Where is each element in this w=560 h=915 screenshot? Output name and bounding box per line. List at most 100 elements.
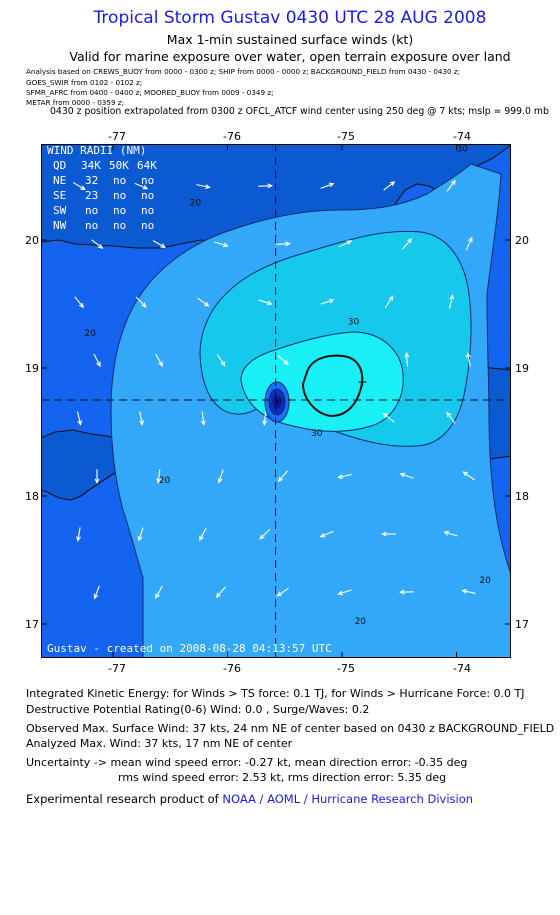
wind-vector-head	[443, 530, 450, 536]
wind-vector-head	[450, 179, 456, 186]
wind-vector	[448, 295, 454, 309]
wind-vector-head	[97, 243, 104, 249]
analysis-source-line: GOES_SWIR from 0102 - 0102 z;	[26, 78, 143, 87]
lon-tick-bottom: -76	[223, 662, 241, 675]
wind-vector	[463, 471, 475, 481]
wind-vector	[320, 530, 334, 538]
wind-vector	[383, 181, 395, 191]
wind-vector-head	[139, 420, 144, 426]
lon-tick-top: -76	[223, 130, 241, 143]
wind-vector-head	[262, 420, 268, 426]
wind-radii-col-64k: 64K	[137, 159, 157, 172]
product-credit: Experimental research product of NOAA / …	[26, 792, 473, 806]
wind-vector	[155, 353, 163, 367]
wind-radii-col-34k: 34K	[81, 159, 101, 172]
wind-vector	[138, 527, 144, 541]
hrd-link[interactable]: NOAA / AOML / Hurricane Research Divisio…	[222, 792, 474, 806]
wind-radii-value: no	[113, 189, 126, 202]
wind-vector	[77, 527, 81, 541]
dpr-line: Destructive Potential Rating(0-6) Wind: …	[26, 703, 370, 716]
wind-vector-head	[328, 298, 335, 304]
created-credit: Gustav - created on 2008-08-28 04:13:57 …	[47, 642, 332, 655]
wind-vector	[277, 355, 289, 365]
wind-vector-head	[276, 591, 282, 597]
wind-vector-head	[142, 184, 149, 190]
wind-vector-head	[461, 588, 467, 594]
lon-tick-bottom: -75	[337, 662, 355, 675]
wind-vector-head	[337, 474, 343, 480]
wind-vector	[446, 412, 456, 424]
contour-label: 30	[348, 317, 360, 327]
wind-vector	[155, 585, 163, 599]
wind-vector-head	[404, 351, 410, 358]
wind-vector-head	[77, 420, 83, 426]
wind-vector	[462, 590, 476, 594]
wind-vector-head	[205, 184, 211, 189]
wind-vector	[216, 586, 226, 598]
wind-vector	[446, 180, 456, 192]
wind-radii-value: no	[113, 174, 126, 187]
wind-vector	[214, 241, 228, 247]
wind-vector	[258, 185, 272, 187]
wind-vector-head	[155, 593, 160, 600]
wind-vector	[338, 473, 352, 479]
uncertainty-line-1: Uncertainty -> mean wind speed error: -0…	[26, 756, 468, 769]
wind-vector	[406, 353, 408, 367]
contour-label: 20	[479, 576, 491, 586]
wind-vector-head	[80, 185, 86, 191]
lat-tick-left: 18	[25, 490, 39, 503]
wind-vector-head	[380, 531, 387, 537]
storm-eye	[264, 381, 290, 423]
wind-vector	[201, 411, 205, 425]
wind-radii-value: no	[141, 219, 154, 232]
lat-tick-left: 20	[25, 234, 39, 247]
contour-label: 20	[190, 198, 202, 208]
product-prefix: Experimental research product of	[26, 792, 219, 806]
wind-vector	[277, 587, 289, 597]
storm-center-crosshair	[41, 144, 511, 658]
wind-vector	[218, 469, 224, 483]
wind-vector	[216, 354, 226, 366]
wind-vector	[276, 243, 290, 245]
wind-vector	[384, 296, 394, 308]
wind-vector-head	[467, 236, 473, 243]
wind-vector-head	[319, 532, 326, 538]
wind-vector	[157, 469, 161, 483]
wind-radii-title: WIND RADII (NM)	[47, 144, 146, 157]
wind-vector-head	[222, 242, 229, 248]
wind-radii-value: no	[141, 189, 154, 202]
contour-label: 30	[456, 145, 468, 155]
wind-radii-value: no	[113, 219, 126, 232]
contour-label: 20	[84, 329, 96, 339]
wind-vector-head	[137, 535, 143, 542]
wind-radii-col-50k: 50K	[109, 159, 129, 172]
wind-vector-head	[200, 420, 206, 426]
wind-vector	[94, 585, 100, 599]
wind-vector-head	[398, 589, 405, 595]
wind-vector-head	[203, 301, 210, 307]
wind-vector	[402, 238, 412, 250]
position-note: 0430 z position extrapolated from 0300 z…	[50, 106, 549, 117]
wind-vector	[74, 296, 84, 308]
uncertainty-line-2: rms wind speed error: 2.53 kt, rms direc…	[118, 771, 447, 784]
max-wind-contour	[301, 354, 364, 418]
analyzed-max-wind: Analyzed Max. Wind: 37 kts, 17 nm NE of …	[26, 737, 293, 750]
wind-vector	[467, 353, 471, 367]
wind-vector	[72, 182, 86, 190]
wind-vector-head	[217, 477, 223, 484]
wind-vector-head	[285, 241, 292, 247]
wind-radii-table: WIND RADII (NM) QD 34K 50K 64K NE 32 no …	[47, 144, 157, 232]
wind-vector-head	[141, 302, 147, 308]
analysis-source-line: SFMR_AFRC from 0400 - 0400 z; MOORED_BUO…	[26, 88, 274, 97]
wind-vector-head	[215, 592, 221, 599]
wind-vector	[259, 528, 271, 540]
wind-field-map: 20 20 20 20 20 30 30 30 WIND RADII (NM) QD 34K …	[41, 144, 511, 658]
validity-note: Valid for marine exposure over water, op…	[69, 49, 511, 64]
wind-vector-head	[446, 411, 452, 418]
lon-tick-bottom: -74	[453, 662, 471, 675]
contour-label: 20	[159, 476, 171, 486]
wind-vector-head	[382, 413, 389, 419]
wind-vector-head	[337, 590, 344, 596]
wind-vector-head	[220, 361, 226, 367]
lat-tick-left: 19	[25, 362, 39, 375]
